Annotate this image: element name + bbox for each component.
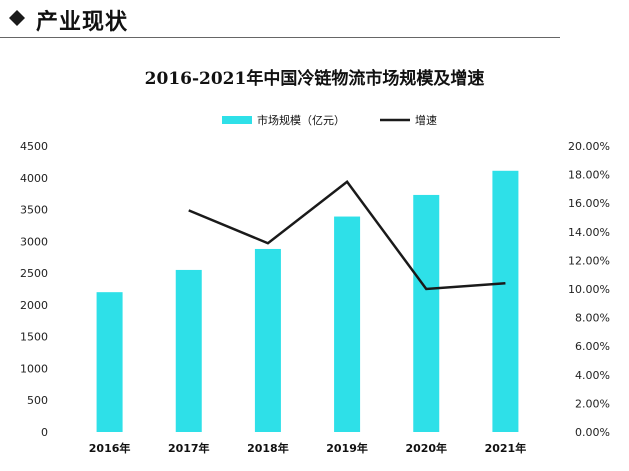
x-axis-tick: 2021年 <box>485 441 527 455</box>
x-axis-tick: 2019年 <box>326 441 368 455</box>
right-axis-tick: 0.00% <box>575 426 610 439</box>
bar <box>492 170 519 432</box>
x-axis-tick: 2018年 <box>247 441 289 455</box>
bar <box>175 269 202 432</box>
right-axis-tick: 4.00% <box>575 369 610 382</box>
section-header: 产业现状 <box>0 0 629 40</box>
bar <box>334 216 361 432</box>
x-axis-tick: 2020年 <box>405 441 447 455</box>
left-axis-tick: 2000 <box>20 299 48 312</box>
section-title: 产业现状 <box>36 10 129 35</box>
header-divider <box>0 37 560 38</box>
right-axis-tick: 6.00% <box>575 340 610 353</box>
right-axis-tick: 12.00% <box>568 254 610 267</box>
x-axis-tick: 2017年 <box>168 441 210 455</box>
bar <box>254 248 281 432</box>
x-axis-tick: 2016年 <box>89 441 131 455</box>
right-axis-tick: 8.00% <box>575 312 610 325</box>
right-axis-tick: 14.00% <box>568 226 610 239</box>
legend-bar-label: 市场规模（亿元） <box>257 113 345 127</box>
left-axis-tick: 4500 <box>20 140 48 153</box>
left-axis-tick: 1000 <box>20 362 48 375</box>
left-axis-tick: 500 <box>27 394 48 407</box>
left-axis-tick: 4000 <box>20 172 48 185</box>
legend-bar-swatch <box>222 116 252 124</box>
bar <box>96 292 123 432</box>
legend-line-label: 增速 <box>415 113 437 127</box>
chart-title: 2016-2021年中国冷链物流市场规模及增速 <box>144 69 485 89</box>
right-axis-tick: 2.00% <box>575 397 610 410</box>
right-axis-tick: 18.00% <box>568 169 610 182</box>
left-axis-tick: 3500 <box>20 204 48 217</box>
left-axis-tick: 0 <box>41 426 48 439</box>
right-axis-tick: 10.00% <box>568 283 610 296</box>
diamond-icon <box>9 10 25 26</box>
left-axis-tick: 2500 <box>20 267 48 280</box>
right-axis-tick: 16.00% <box>568 197 610 210</box>
left-axis-tick: 3000 <box>20 235 48 248</box>
bar <box>413 194 440 432</box>
left-axis-tick: 1500 <box>20 331 48 344</box>
right-axis-tick: 20.00% <box>568 140 610 153</box>
